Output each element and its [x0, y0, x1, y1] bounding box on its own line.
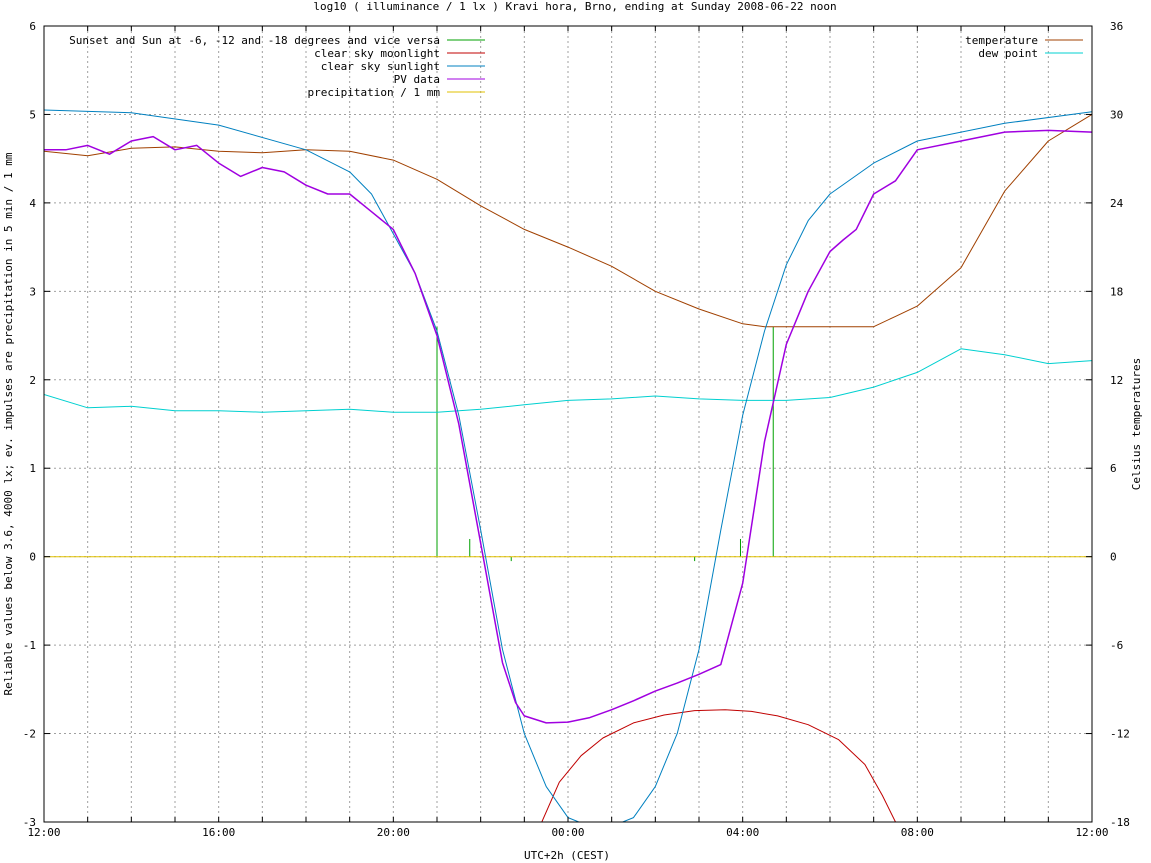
y2-tick-label: -18 — [1110, 816, 1130, 829]
series-line-dew-point — [44, 348, 1092, 413]
legend-label: PV data — [394, 73, 440, 86]
legend-label: clear sky moonlight — [314, 47, 440, 60]
y2-tick-label: 36 — [1110, 20, 1123, 33]
y-tick-label: -2 — [23, 728, 36, 741]
y-tick-label: 4 — [29, 197, 36, 210]
series-line-temperature — [44, 113, 1092, 328]
y-tick-label: -3 — [23, 816, 36, 829]
legend-label: Sunset and Sun at -6, -12 and -18 degree… — [69, 34, 440, 47]
y2-tick-label: -6 — [1110, 639, 1123, 652]
legend-label: clear sky sunlight — [321, 60, 440, 73]
y-tick-label: 1 — [29, 462, 36, 475]
y-tick-label: 5 — [29, 108, 36, 121]
x-tick-label: 08:00 — [901, 826, 934, 839]
x-tick-label: 16:00 — [202, 826, 235, 839]
y2-tick-label: 24 — [1110, 197, 1124, 210]
y-tick-label: 0 — [29, 551, 36, 564]
y-tick-label: 2 — [29, 374, 36, 387]
x-tick-label: 12:00 — [1075, 826, 1108, 839]
y-tick-label: 3 — [29, 285, 36, 298]
x-tick-label: 12:00 — [27, 826, 60, 839]
series-line-pv-data — [44, 129, 1092, 724]
y2-tick-label: 6 — [1110, 462, 1117, 475]
y-tick-label: -1 — [23, 639, 36, 652]
x-axis-label: UTC+2h (CEST) — [524, 849, 610, 862]
y2-tick-label: -12 — [1110, 728, 1130, 741]
legend-label: temperature — [965, 34, 1038, 47]
y2-tick-label: 12 — [1110, 374, 1123, 387]
series-line-clear-sky-sunlight — [44, 109, 1092, 822]
tick-layer: 12:00 16:00 20:00 00:00 04:00 08:00 12:00-3 -18… — [23, 20, 1130, 839]
chart-title: log10 ( illuminance / 1 lx ) Kravi hora,… — [313, 0, 836, 13]
y2-tick-label: 30 — [1110, 108, 1123, 121]
y-axis-label: Reliable values below 3.6, 4000 lx; ev. … — [2, 152, 15, 695]
legend-label: dew point — [978, 47, 1038, 60]
legend-label: precipitation / 1 mm — [308, 86, 441, 99]
y-tick-label: 6 — [29, 20, 36, 33]
series-line-clear-sky-moonlight — [541, 709, 896, 822]
y2-tick-label: 0 — [1110, 551, 1117, 564]
x-tick-label: 04:00 — [726, 826, 759, 839]
x-tick-label: 00:00 — [551, 826, 584, 839]
legend: Sunset and Sun at -6, -12 and -18 degree… — [69, 34, 1083, 99]
y2-tick-label: 18 — [1110, 285, 1123, 298]
y2-axis-label: Celsius temperatures — [1130, 358, 1143, 490]
series-layer — [44, 109, 1092, 822]
x-tick-label: 20:00 — [377, 826, 410, 839]
